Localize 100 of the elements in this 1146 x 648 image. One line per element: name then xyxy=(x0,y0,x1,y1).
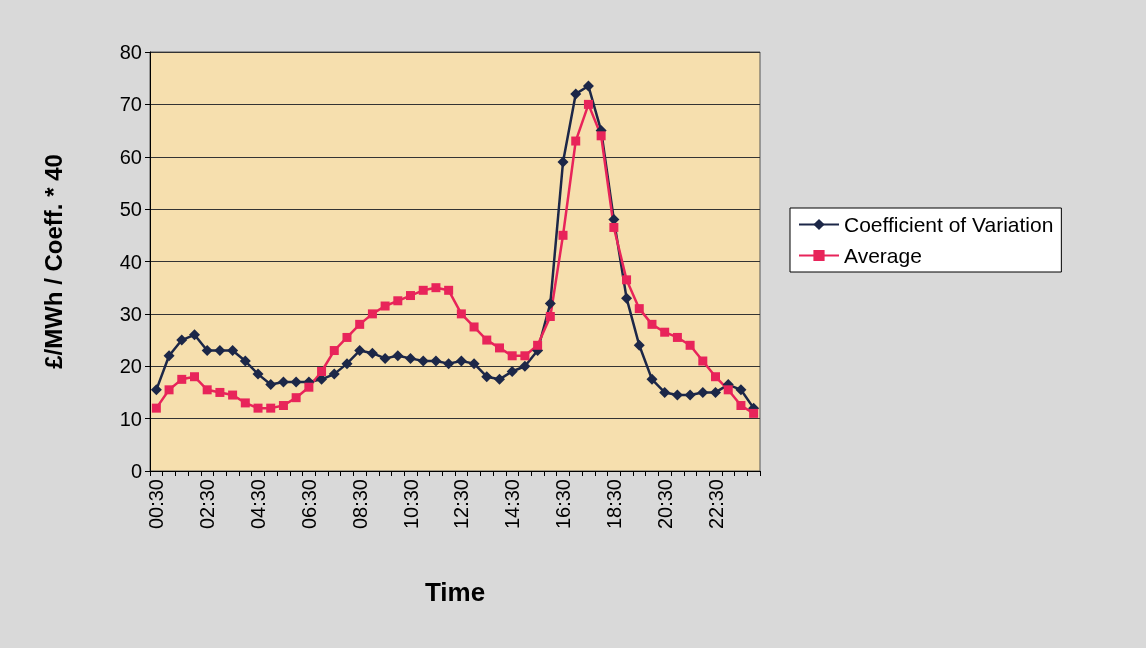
point xyxy=(202,385,212,395)
point xyxy=(379,352,391,364)
point xyxy=(507,351,517,361)
point xyxy=(392,350,404,362)
legend-label: Coefficient of Variation xyxy=(844,213,1054,236)
point xyxy=(266,403,276,413)
point xyxy=(163,350,175,362)
point xyxy=(735,384,747,396)
point xyxy=(621,292,633,304)
point xyxy=(304,382,314,392)
point xyxy=(151,403,161,413)
point xyxy=(494,343,504,353)
point xyxy=(634,304,644,314)
x-tick-label: 02:30 xyxy=(196,479,219,530)
point xyxy=(672,332,682,342)
point xyxy=(685,340,695,350)
x-tick-label: 18:30 xyxy=(602,479,625,530)
x-tick-label: 20:30 xyxy=(653,479,676,530)
point xyxy=(609,222,619,232)
point xyxy=(215,387,225,397)
y-axis-title: £/MWh / Coeff. * 40 xyxy=(39,154,67,369)
point xyxy=(188,329,200,341)
point xyxy=(698,356,708,366)
point xyxy=(329,346,339,356)
point xyxy=(710,386,722,398)
point xyxy=(545,311,555,321)
y-tick-label: 0 xyxy=(130,460,142,482)
point xyxy=(214,345,226,357)
point xyxy=(443,358,455,370)
point xyxy=(176,334,188,346)
y-tick-label: 60 xyxy=(119,145,142,168)
point xyxy=(240,398,250,408)
point xyxy=(481,371,493,383)
point xyxy=(570,88,582,100)
point xyxy=(405,352,417,364)
point xyxy=(366,347,378,359)
point xyxy=(341,358,353,370)
point xyxy=(393,296,403,306)
y-tick-label: 30 xyxy=(119,302,142,325)
point xyxy=(711,372,721,382)
point xyxy=(455,355,467,367)
y-tick-label: 70 xyxy=(119,93,142,116)
point xyxy=(265,379,277,391)
point xyxy=(646,373,658,385)
point xyxy=(367,309,377,319)
point xyxy=(723,385,733,395)
point xyxy=(342,332,352,342)
point xyxy=(660,327,670,337)
y-tick-label: 20 xyxy=(119,355,142,378)
point xyxy=(544,297,556,309)
point xyxy=(633,339,645,351)
x-tick-label: 00:30 xyxy=(145,479,168,530)
point xyxy=(278,401,288,411)
y-tick-label: 50 xyxy=(119,198,142,221)
point xyxy=(253,403,263,413)
legend-label: Average xyxy=(844,244,922,267)
point xyxy=(520,351,530,361)
point xyxy=(164,385,174,395)
point xyxy=(596,131,606,141)
x-tick-label: 04:30 xyxy=(247,479,270,530)
point xyxy=(431,283,441,293)
x-tick-label: 16:30 xyxy=(552,479,575,530)
point xyxy=(493,373,505,385)
point xyxy=(736,401,746,411)
point xyxy=(671,389,683,401)
point xyxy=(456,309,466,319)
point xyxy=(355,319,365,329)
point xyxy=(201,345,213,357)
x-tick-label: 10:30 xyxy=(399,479,422,530)
point xyxy=(482,335,492,345)
x-tick-label: 22:30 xyxy=(704,479,727,530)
point xyxy=(189,372,199,382)
point xyxy=(749,408,759,418)
point xyxy=(227,345,239,357)
point xyxy=(228,390,238,400)
y-tick-label: 80 xyxy=(119,41,142,63)
point xyxy=(659,386,671,398)
x-tick-label: 08:30 xyxy=(348,479,371,530)
point xyxy=(291,393,301,403)
y-tick-label: 40 xyxy=(119,250,142,273)
point xyxy=(622,275,632,285)
point xyxy=(317,366,327,376)
point xyxy=(406,291,416,301)
point xyxy=(571,136,581,146)
point xyxy=(533,340,543,350)
point xyxy=(150,384,162,396)
point xyxy=(444,285,454,295)
point xyxy=(380,301,390,311)
point xyxy=(290,376,302,388)
point xyxy=(328,368,340,380)
point xyxy=(583,99,593,109)
point xyxy=(417,355,429,367)
point xyxy=(468,358,480,370)
point xyxy=(430,355,442,367)
x-tick-label: 12:30 xyxy=(450,479,473,530)
x-tick-label: 06:30 xyxy=(297,479,320,530)
point xyxy=(239,355,251,367)
point xyxy=(354,345,366,357)
y-tick-label: 10 xyxy=(119,407,142,430)
point xyxy=(469,322,479,332)
